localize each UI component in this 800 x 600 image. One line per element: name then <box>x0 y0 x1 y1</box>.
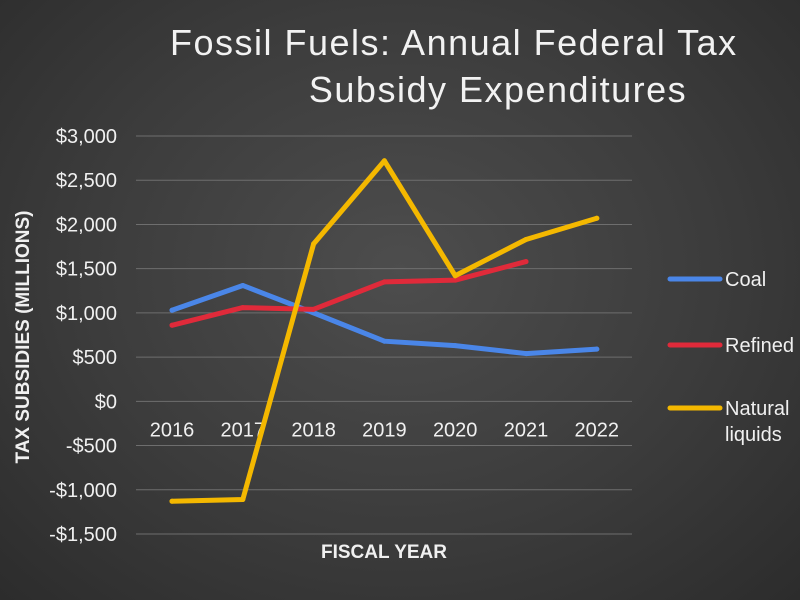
y-tick-label: -$500 <box>66 436 117 458</box>
y-tick-label: $500 <box>73 347 118 369</box>
x-axis-tick-labels: 2016 2017 2018 2019 2020 2021 2022 <box>150 419 619 441</box>
series-line-natural-gas-liquids <box>169 158 600 504</box>
chart-title-line-2: Subsidy Expenditures <box>309 69 687 110</box>
data-point-coal <box>169 307 175 313</box>
data-point-natural-gas-liquids <box>169 498 175 504</box>
y-tick-label: $0 <box>95 391 117 413</box>
x-tick-label: 2021 <box>504 419 549 441</box>
data-point-refined <box>523 259 529 265</box>
x-tick-label: 2019 <box>362 419 407 441</box>
legend-label-natural-gas-liquids: Natural <box>725 398 789 420</box>
data-point-coal <box>240 282 246 288</box>
data-point-refined <box>169 322 175 328</box>
y-axis-title: TAX SUBSIDIES (MILLIONS) <box>13 211 34 464</box>
data-point-coal <box>452 343 458 349</box>
chart-title-line-1: Fossil Fuels: Annual Federal Tax <box>170 22 738 63</box>
data-point-coal <box>381 338 387 344</box>
data-point-refined <box>240 305 246 311</box>
data-point-refined <box>381 279 387 285</box>
x-axis-title: FISCAL YEAR <box>321 542 447 563</box>
data-point-coal <box>523 351 529 357</box>
y-tick-label: -$1,500 <box>49 524 117 546</box>
data-point-natural-gas-liquids <box>240 497 246 503</box>
y-tick-label: $2,000 <box>56 214 117 236</box>
data-point-refined <box>452 277 458 283</box>
legend-label-refined: Refined <box>725 335 794 357</box>
x-tick-label: 2022 <box>575 419 620 441</box>
data-point-coal <box>594 346 600 352</box>
data-point-natural-gas-liquids <box>594 215 600 221</box>
x-tick-label: 2016 <box>150 419 195 441</box>
data-point-refined <box>311 306 317 312</box>
y-tick-label: $2,500 <box>56 170 117 192</box>
x-tick-label: 2017 <box>221 419 266 441</box>
x-tick-label: 2018 <box>291 419 336 441</box>
y-tick-label: $1,000 <box>56 303 117 325</box>
legend: Coal Refined Natural liquids <box>667 269 794 446</box>
y-tick-label: $1,500 <box>56 259 117 281</box>
series-lines <box>169 158 600 504</box>
y-tick-label: $3,000 <box>56 126 117 148</box>
y-axis-tick-labels: $3,000 $2,500 $2,000 $1,500 $1,000 $500 $0 -$50… <box>49 126 117 546</box>
data-point-natural-gas-liquids <box>311 241 317 247</box>
x-tick-label: 2020 <box>433 419 478 441</box>
series-line-refined <box>169 259 529 328</box>
data-point-natural-gas-liquids <box>523 236 529 242</box>
gridlines <box>136 135 632 535</box>
legend-label-coal: Coal <box>725 269 766 291</box>
y-tick-label: -$1,000 <box>49 480 117 502</box>
data-point-natural-gas-liquids <box>452 273 458 279</box>
data-point-natural-gas-liquids <box>381 158 387 164</box>
legend-label-natural-gas-liquids: liquids <box>725 424 782 446</box>
